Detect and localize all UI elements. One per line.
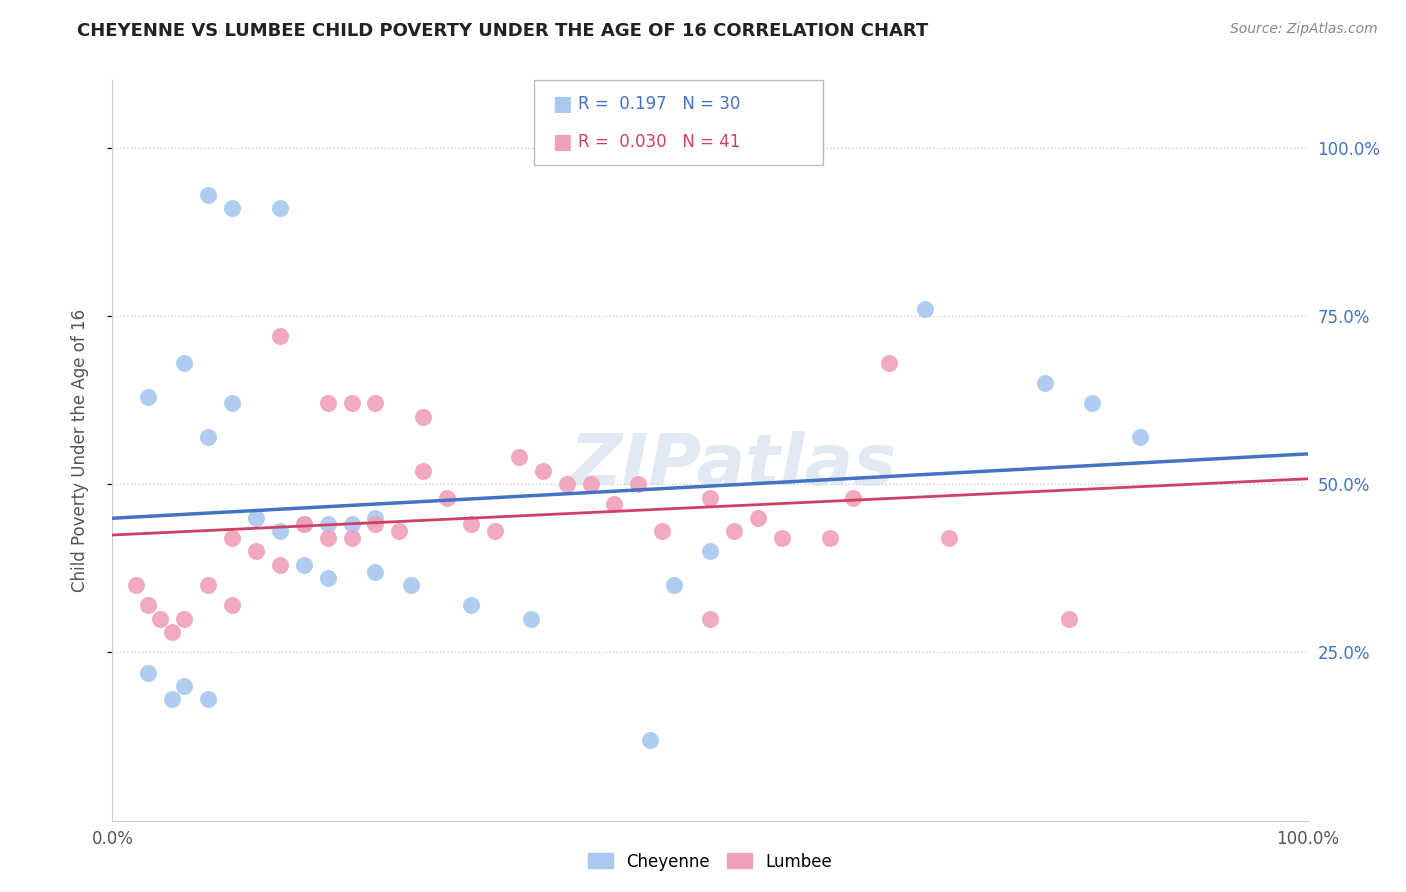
Point bbox=[818, 531, 841, 545]
Point bbox=[723, 524, 745, 539]
Point bbox=[555, 477, 578, 491]
Legend: Cheyenne, Lumbee: Cheyenne, Lumbee bbox=[579, 844, 841, 879]
Point bbox=[520, 612, 543, 626]
Point bbox=[162, 692, 183, 706]
Point bbox=[173, 356, 195, 370]
Point bbox=[125, 578, 148, 592]
Point bbox=[603, 497, 626, 511]
Point bbox=[484, 524, 506, 539]
Point bbox=[197, 578, 219, 592]
Point bbox=[269, 329, 291, 343]
Point bbox=[699, 612, 721, 626]
Point bbox=[149, 612, 172, 626]
Point bbox=[364, 517, 387, 532]
Text: R =  0.030   N = 41: R = 0.030 N = 41 bbox=[578, 133, 740, 151]
Point bbox=[627, 477, 650, 491]
Point bbox=[221, 396, 243, 410]
Point bbox=[245, 544, 267, 558]
Point bbox=[197, 187, 219, 202]
Text: CHEYENNE VS LUMBEE CHILD POVERTY UNDER THE AGE OF 16 CORRELATION CHART: CHEYENNE VS LUMBEE CHILD POVERTY UNDER T… bbox=[77, 22, 928, 40]
Point bbox=[747, 510, 769, 524]
Point bbox=[221, 531, 243, 545]
Point bbox=[221, 201, 243, 215]
Point bbox=[316, 571, 339, 585]
Point bbox=[340, 517, 363, 532]
Point bbox=[914, 302, 936, 317]
Point bbox=[245, 510, 267, 524]
Text: ZIPatlas: ZIPatlas bbox=[571, 431, 897, 500]
Point bbox=[664, 578, 686, 592]
Point bbox=[221, 599, 243, 613]
Point bbox=[640, 732, 662, 747]
Point bbox=[531, 464, 554, 478]
Point bbox=[508, 450, 530, 465]
Point bbox=[364, 396, 387, 410]
Point bbox=[842, 491, 865, 505]
Text: R =  0.197   N = 30: R = 0.197 N = 30 bbox=[578, 95, 740, 112]
Point bbox=[651, 524, 673, 539]
Y-axis label: Child Poverty Under the Age of 16: Child Poverty Under the Age of 16 bbox=[70, 309, 89, 592]
Point bbox=[364, 510, 387, 524]
Point bbox=[436, 491, 458, 505]
Point bbox=[412, 464, 434, 478]
Point bbox=[162, 625, 183, 640]
Point bbox=[579, 477, 602, 491]
Point bbox=[138, 665, 160, 680]
Point bbox=[1129, 430, 1152, 444]
Point bbox=[138, 599, 160, 613]
Point bbox=[879, 356, 901, 370]
Point bbox=[388, 524, 411, 539]
Point bbox=[292, 517, 315, 532]
Point bbox=[173, 679, 195, 693]
Point bbox=[173, 612, 195, 626]
Point bbox=[460, 517, 482, 532]
Point bbox=[401, 578, 423, 592]
Point bbox=[364, 565, 387, 579]
Point bbox=[138, 390, 160, 404]
Point bbox=[340, 396, 363, 410]
Point bbox=[292, 558, 315, 572]
Point bbox=[316, 396, 339, 410]
Point bbox=[412, 409, 434, 424]
Point bbox=[1081, 396, 1104, 410]
Point bbox=[269, 201, 291, 215]
Point bbox=[197, 692, 219, 706]
Point bbox=[938, 531, 960, 545]
Text: Source: ZipAtlas.com: Source: ZipAtlas.com bbox=[1230, 22, 1378, 37]
Text: ■: ■ bbox=[553, 132, 572, 152]
Point bbox=[460, 599, 482, 613]
Text: ■: ■ bbox=[553, 94, 572, 113]
Point bbox=[1033, 376, 1056, 391]
Point bbox=[197, 430, 219, 444]
Point bbox=[292, 517, 315, 532]
Point bbox=[316, 517, 339, 532]
Point bbox=[269, 524, 291, 539]
Point bbox=[269, 558, 291, 572]
Point bbox=[1057, 612, 1080, 626]
Point bbox=[770, 531, 793, 545]
Point bbox=[316, 531, 339, 545]
Point bbox=[699, 491, 721, 505]
Point bbox=[699, 544, 721, 558]
Point bbox=[340, 531, 363, 545]
